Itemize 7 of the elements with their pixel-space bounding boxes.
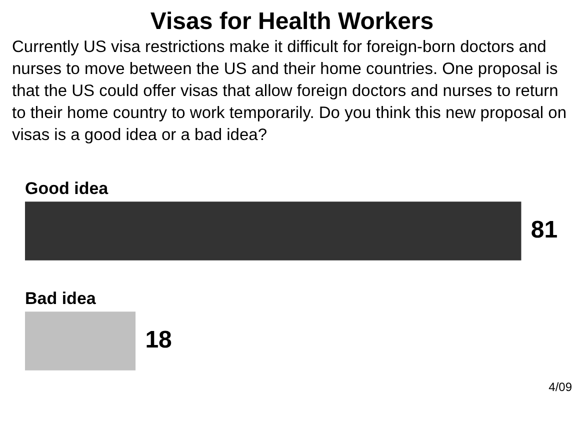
data-label: 81 (530, 216, 558, 244)
data-label: 18 (145, 326, 172, 354)
text: 4/09 (548, 380, 572, 394)
y-tick-label: Good idea (25, 179, 109, 198)
chart-title: Visas for Health Workers (149, 8, 435, 36)
chart-subtitle: Currently US visa restrictions make it difficult for foreign-born doctors and nurses to move between the US and their home countries. One proposal is that the US could offer visas that allow foreign doctors and nurses to return to their home country to work temporarily. Do you think this new proposal on visas is a good idea or a bad idea? (11, 37, 568, 146)
y-tick-label: Bad idea (25, 289, 96, 308)
